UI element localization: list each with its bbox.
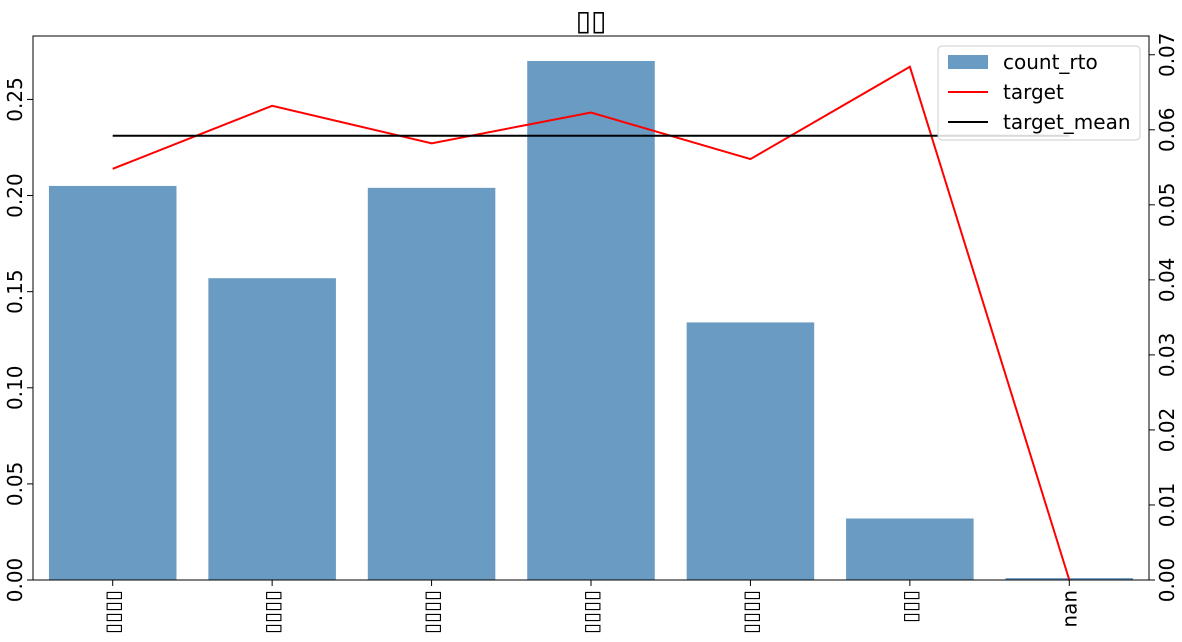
y-left-tick-label: 0.10 — [3, 366, 27, 411]
y-right-tick-label: 0.01 — [1155, 483, 1179, 528]
x-tick-label: ▯▯▯▯ — [579, 590, 603, 634]
line-target — [112, 65, 1071, 581]
y-right-tick-label: 0.04 — [1155, 258, 1179, 303]
y-right-tick-label: 0.00 — [1155, 558, 1179, 603]
x-tick-label: nan — [1057, 590, 1081, 628]
bar-0 — [48, 185, 177, 580]
legend-label-target: target — [1003, 80, 1064, 104]
legend-label-target_mean: target_mean — [1003, 110, 1131, 134]
y-right-tick-label: 0.02 — [1155, 408, 1179, 453]
bar-4 — [686, 322, 815, 580]
legend-box — [937, 45, 1141, 141]
legend-swatch-count_rto — [948, 55, 988, 69]
bars-layer — [48, 60, 1134, 581]
y-right-tick-label: 0.07 — [1155, 32, 1179, 77]
x-tick-label: ▯▯▯ — [898, 590, 922, 623]
y-left-tick-label: 0.15 — [3, 269, 27, 314]
bar-1 — [208, 278, 336, 580]
y-right-tick-label: 0.06 — [1155, 108, 1179, 153]
y-left-tick-label: 0.20 — [3, 173, 27, 218]
bar-5 — [846, 518, 974, 580]
bar-3 — [527, 60, 655, 581]
y-left-tick-label: 0.25 — [3, 77, 27, 122]
axes-layer: 0.00 0.05 0.10 0.15 0.20 0.25 0.00 0.01 0.02 0.03… — [3, 32, 1179, 634]
y-right-tick-label: 0.03 — [1155, 333, 1179, 378]
x-tick-label: ▯▯▯▯ — [420, 590, 444, 634]
legend-label-count_rto: count_rto — [1003, 50, 1098, 74]
lines-layer — [112, 65, 1071, 581]
y-left-tick-label: 0.00 — [3, 558, 27, 603]
bar-2 — [367, 187, 496, 581]
x-tick-label: ▯▯▯▯ — [101, 590, 125, 634]
chart-title: ▯▯ — [576, 4, 607, 37]
x-tick-label: ▯▯▯▯ — [260, 590, 284, 634]
y-right-tick-label: 0.05 — [1155, 183, 1179, 228]
y-left-tick-label: 0.05 — [3, 462, 27, 507]
x-tick-label: ▯▯▯▯ — [738, 590, 762, 634]
